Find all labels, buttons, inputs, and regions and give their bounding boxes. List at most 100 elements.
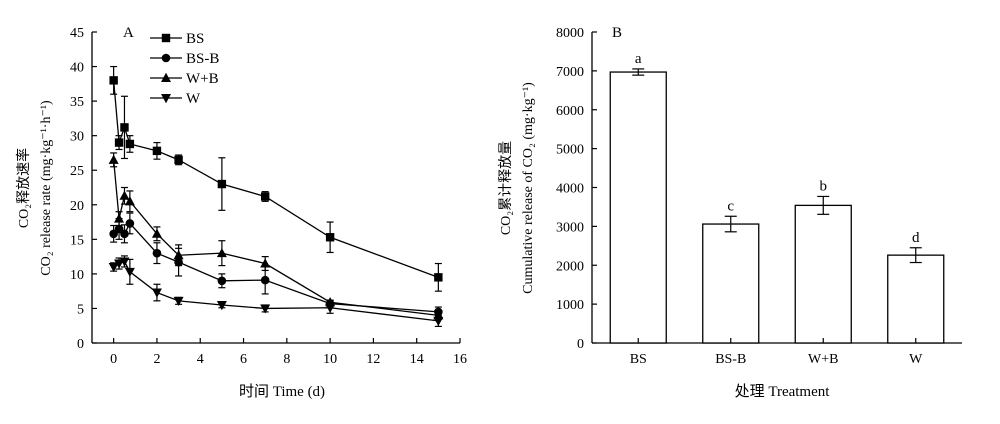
panel-a-y-axis-title-en: CO₂ release rate (mg·kg⁻¹·h⁻¹) <box>39 100 54 276</box>
data-point <box>114 138 124 147</box>
panel-b-y-tick-label: 7000 <box>556 65 584 80</box>
panel-a-x-tick-label: 0 <box>110 352 117 367</box>
data-point <box>120 123 129 132</box>
panel-a-x-tick-label: 16 <box>453 352 467 367</box>
data-point <box>434 273 443 282</box>
data-point <box>114 213 125 223</box>
series-line <box>112 80 439 278</box>
legend-label: BS-B <box>186 51 219 67</box>
panel-b-y-tick-label: 4000 <box>556 182 584 197</box>
series-w-b <box>108 152 444 321</box>
significance-letter: c <box>727 198 734 214</box>
panel-b-y-axis-title-cn: CO₂累计释放量 <box>498 141 514 235</box>
data-point <box>260 304 271 314</box>
panel-a-x-tick-label: 14 <box>410 352 424 367</box>
data-point <box>114 259 125 269</box>
bar <box>794 204 852 344</box>
panel-a-y-tick-label: 45 <box>70 26 84 41</box>
data-point <box>152 248 162 258</box>
panel-b: B 处理 Treatment CO₂累计释放量 Cumulative relea… <box>498 25 962 400</box>
data-point <box>119 190 130 200</box>
data-point <box>151 288 162 298</box>
panel-a-x-axis-title: 时间 Time (d) <box>239 383 325 400</box>
series-line <box>113 222 439 313</box>
bar-group-bs-b: c BS-B <box>702 198 760 367</box>
bar <box>609 71 667 344</box>
legend-entry: W <box>150 91 201 107</box>
data-point <box>217 179 227 189</box>
panel-a-x-tick-label: 4 <box>197 352 204 367</box>
panel-a-y-tick-label: 20 <box>70 199 84 214</box>
panel-b-y-tick-label: 5000 <box>556 143 584 158</box>
panel-b-y-tick-label: 1000 <box>556 298 584 313</box>
panel-a-y-tick-label: 0 <box>77 337 84 352</box>
panel-b-x-axis-title: 处理 Treatment <box>735 383 831 400</box>
panel-a-legend: BS BS-B W+B W <box>150 31 219 107</box>
data-point <box>173 250 184 260</box>
data-point <box>433 316 444 327</box>
bar <box>702 223 760 344</box>
data-point <box>108 154 119 164</box>
panel-b-y-tick-label: 3000 <box>556 220 584 235</box>
panel-b-y-tick-label: 2000 <box>556 259 584 274</box>
panel-b-x-tick-label: BS <box>630 352 647 367</box>
bar-group-w: dW <box>887 230 945 367</box>
data-point <box>120 229 129 239</box>
error-bar <box>909 247 922 264</box>
legend-entry: W+B <box>150 71 219 87</box>
data-point <box>174 155 183 165</box>
panel-b-y-tick-label: 8000 <box>556 26 584 41</box>
legend-label: BS <box>186 31 204 47</box>
data-point <box>260 275 270 285</box>
data-point <box>217 276 227 286</box>
panel-a-x-tick-label: 2 <box>153 352 160 367</box>
panel-b-y-tick-label: 6000 <box>556 104 584 119</box>
panel-a-y-tick-label: 40 <box>70 61 84 76</box>
series-w <box>108 255 444 328</box>
panel-a-y-tick-label: 5 <box>77 302 84 317</box>
legend-entry: BS <box>150 31 204 47</box>
data-point <box>152 146 162 156</box>
legend-label: W <box>186 91 201 107</box>
panel-b-label: B <box>612 25 622 41</box>
legend-entry: BS-B <box>150 51 219 67</box>
data-point <box>124 196 135 206</box>
panel-a-y-tick-label: 10 <box>70 268 84 283</box>
panel-a-y-tick-label: 30 <box>70 130 84 145</box>
legend-marker <box>161 53 171 63</box>
bar <box>887 254 945 344</box>
error-bar <box>632 68 645 76</box>
data-point <box>125 139 135 149</box>
error-bar <box>817 195 830 215</box>
data-point <box>173 296 184 307</box>
bar-group-w-b: b W+B <box>794 178 852 367</box>
panel-a-x-tick-label: 8 <box>283 352 290 367</box>
data-point <box>260 192 270 201</box>
data-point <box>124 267 135 278</box>
error-bar <box>724 215 737 233</box>
data-point <box>108 262 119 273</box>
bar-group-bs: a BS <box>609 51 667 367</box>
panel-a-x-tick-label: 6 <box>240 352 247 367</box>
data-point <box>260 258 271 268</box>
panel-a: A 时间 Time (d) CO₂释放速率 CO₂ release rate (… <box>15 25 467 400</box>
data-point <box>325 233 335 242</box>
panel-a-y-axis-title-cn: CO₂释放速率 <box>15 148 32 228</box>
panel-b-x-tick-label: W <box>909 352 923 367</box>
legend-marker <box>161 33 171 43</box>
panel-a-y-tick-label: 15 <box>70 233 84 248</box>
data-point <box>109 76 118 85</box>
series-bs <box>109 65 443 292</box>
panel-b-x-tick-label: BS-B <box>715 352 746 367</box>
panel-b-y-axis-title-en: Cumulative release of CO₂ (mg·kg⁻¹) <box>521 82 536 294</box>
panel-a-y-tick-label: 25 <box>70 164 84 179</box>
panel-a-label: A <box>123 25 134 41</box>
legend-label: W+B <box>186 71 219 87</box>
significance-letter: a <box>635 51 642 67</box>
panel-a-y-tick-label: 35 <box>70 95 84 110</box>
data-point <box>125 219 135 228</box>
series-line <box>112 159 439 317</box>
significance-letter: d <box>912 230 920 246</box>
